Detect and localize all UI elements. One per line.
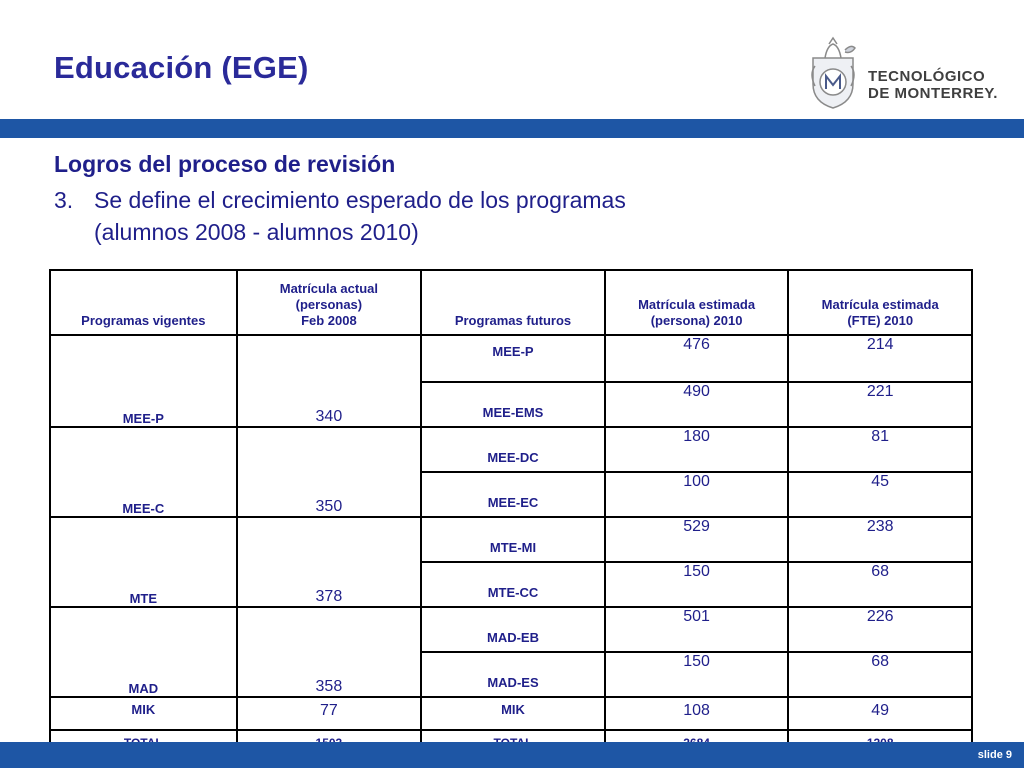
- table-header-row: Programas vigentes Matrícula actual (per…: [49, 269, 973, 336]
- estimated-fte-cell: 68: [787, 651, 973, 698]
- estimated-persons-cell: 490: [603, 381, 790, 428]
- future-program-cell: MTE-MI: [420, 516, 606, 563]
- estimated-persons-cell: 100: [603, 471, 790, 518]
- tec-monterrey-seal-icon: [811, 36, 856, 109]
- item-text: Se define el crecimiento esperado de los…: [94, 184, 794, 248]
- logo-line2: DE MONTERREY.: [868, 85, 998, 102]
- item-line-1: Se define el crecimiento esperado de los…: [94, 187, 626, 213]
- future-program-cell: MEE-EC: [420, 471, 606, 518]
- estimated-fte-cell: 226: [787, 606, 973, 653]
- current-enrollment-cell: 358: [235, 606, 423, 698]
- slide-title: Educación (EGE): [54, 50, 309, 85]
- table-row: MEE-C 350 MEE-DC 180 81: [49, 426, 973, 518]
- estimated-persons-cell: 150: [603, 651, 790, 698]
- header-matricula-actual: Matrícula actual (personas) Feb 2008: [235, 269, 423, 336]
- header-matricula-actual-line1: Matrícula actual: [279, 281, 379, 296]
- future-program-cell: MAD-EB: [420, 606, 606, 653]
- current-enrollment-cell: 340: [235, 334, 423, 428]
- header-band: [0, 119, 1024, 138]
- program-cell: MEE-C: [49, 426, 238, 518]
- table-row: MTE 378 MTE-MI 529 238: [49, 516, 973, 608]
- estimated-fte-cell: 49: [787, 696, 973, 731]
- table-row: MTE-CC 150 68: [50, 561, 973, 608]
- estimated-persons-cell: 501: [603, 606, 790, 653]
- estimated-fte-cell: 214: [787, 334, 973, 383]
- future-program-cell: MIK: [420, 696, 606, 731]
- estimated-persons-cell: 108: [603, 696, 790, 731]
- program-cell: MEE-P: [49, 334, 238, 428]
- slide-number: slide 9: [977, 749, 1012, 761]
- future-program-cell: MEE-DC: [420, 426, 606, 473]
- header-matricula-actual-line3: Feb 2008: [301, 313, 357, 328]
- current-enrollment-cell: 350: [235, 426, 423, 518]
- enrollment-table: Programas vigentes Matrícula actual (per…: [49, 269, 973, 757]
- estimated-persons-cell: 476: [603, 334, 790, 383]
- estimated-fte-cell: 45: [787, 471, 973, 518]
- header-estimada-persona-line2: (persona) 2010: [650, 313, 743, 328]
- future-program-cell: MTE-CC: [420, 561, 606, 608]
- program-cell: MIK: [49, 696, 238, 731]
- estimated-fte-cell: 81: [787, 426, 973, 473]
- header-matricula-actual-line2: (personas): [295, 297, 363, 312]
- estimated-persons-cell: 180: [603, 426, 790, 473]
- header-estimada-fte-line1: Matrícula estimada: [821, 297, 939, 312]
- table-row: MAD-ES 150 68: [50, 651, 973, 698]
- future-program-cell: MEE-EMS: [420, 381, 606, 428]
- estimated-persons-cell: 529: [603, 516, 790, 563]
- program-cell: MTE: [49, 516, 238, 608]
- header-matricula-estimada-persona: Matrícula estimada (persona) 2010: [603, 269, 790, 336]
- estimated-persons-cell: 150: [603, 561, 790, 608]
- program-cell: MAD: [49, 606, 238, 698]
- logo-line1: TECNOLÓGICO: [868, 68, 986, 85]
- header-programas-futuros: Programas futuros: [420, 269, 606, 336]
- estimated-fte-cell: 238: [787, 516, 973, 563]
- table-row: MAD 358 MAD-EB 501 226: [49, 606, 973, 698]
- section-subtitle: Logros del proceso de revisión: [54, 151, 396, 177]
- table-row: MEE-P 340 MEE-P 476 214: [49, 334, 973, 428]
- logo-registered-dot: .: [993, 85, 998, 102]
- header-estimada-persona-line1: Matrícula estimada: [638, 297, 756, 312]
- logo-line2-text: DE MONTERREY: [868, 85, 994, 102]
- header-matricula-estimada-fte: Matrícula estimada (FTE) 2010: [787, 269, 973, 336]
- logo-wordmark: TECNOLÓGICO DE MONTERREY.: [868, 68, 998, 102]
- table-row: MIK 77 MIK 108 49: [49, 696, 973, 731]
- footer-band: slide 9: [0, 742, 1024, 768]
- item-line-2: (alumnos 2008 - alumnos 2010): [94, 219, 419, 245]
- table-row: MEE-EC 100 45: [50, 471, 973, 518]
- header-estimada-fte-line2: (FTE) 2010: [847, 313, 914, 328]
- current-enrollment-cell: 378: [235, 516, 423, 608]
- item-number: 3.: [54, 187, 74, 213]
- estimated-fte-cell: 68: [787, 561, 973, 608]
- current-enrollment-cell: 77: [235, 696, 423, 731]
- table-row: MEE-EMS 490 221: [50, 381, 973, 428]
- estimated-fte-cell: 221: [787, 381, 973, 428]
- tec-monterrey-logo: TECNOLÓGICO DE MONTERREY.: [805, 36, 1005, 112]
- future-program-cell: MAD-ES: [420, 651, 606, 698]
- future-program-cell: MEE-P: [420, 334, 606, 383]
- header-programas-vigentes: Programas vigentes: [49, 269, 238, 336]
